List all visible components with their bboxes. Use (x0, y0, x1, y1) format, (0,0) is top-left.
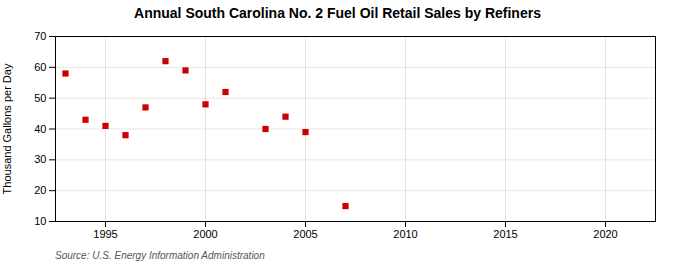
svg-text:30: 30 (34, 153, 46, 165)
svg-text:50: 50 (34, 92, 46, 104)
svg-text:Thousand Gallons per Day: Thousand Gallons per Day (1, 63, 13, 194)
svg-text:2010: 2010 (393, 228, 417, 240)
svg-text:70: 70 (34, 30, 46, 42)
svg-text:2015: 2015 (493, 228, 517, 240)
html-text:Source: U.S. Energy Informatio: Source: U.S. Energy Information Administ… (55, 250, 265, 261)
svg-text:2005: 2005 (293, 228, 317, 240)
svg-text:2000: 2000 (193, 228, 217, 240)
svg-text:1995: 1995 (93, 228, 117, 240)
html-text:Annual South Carolina No. 2 Fu: Annual South Carolina No. 2 Fuel Oil Ret… (134, 5, 541, 21)
svg-text:40: 40 (34, 123, 46, 135)
svg-text:2020: 2020 (593, 228, 617, 240)
svg-text:10: 10 (34, 215, 46, 227)
svg-text:20: 20 (34, 184, 46, 196)
svg-text:60: 60 (34, 61, 46, 73)
